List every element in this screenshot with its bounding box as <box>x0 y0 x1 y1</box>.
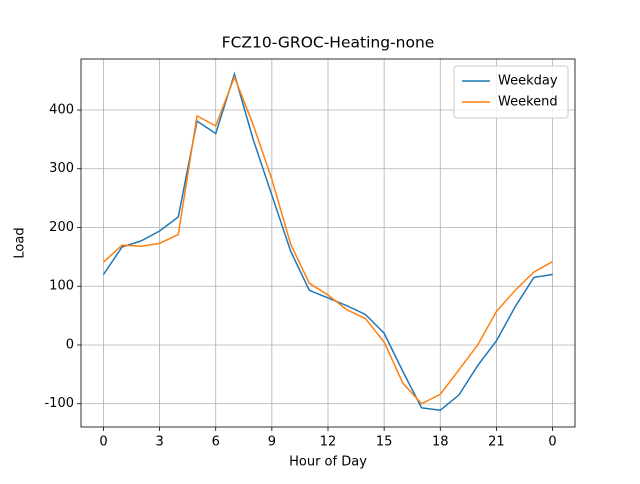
y-tick-label: 100 <box>49 279 74 294</box>
y-tick-label: 200 <box>49 220 74 235</box>
x-axis-label: Hour of Day <box>289 455 367 470</box>
series-line <box>102 75 553 405</box>
x-tick-label: 9 <box>268 435 276 450</box>
x-tick-label: 6 <box>212 435 220 450</box>
x-tick-label: 0 <box>548 435 556 450</box>
legend-label: Weekend <box>498 95 558 110</box>
chart-title: FCZ10-GROC-Heating-none <box>222 34 435 52</box>
x-tick-label: 21 <box>488 435 505 450</box>
legend-box <box>453 65 569 119</box>
x-tick-label: 3 <box>155 435 163 450</box>
y-tick-label: 0 <box>66 337 74 352</box>
plot-frame <box>80 58 576 428</box>
y-tick-label: 300 <box>49 161 74 176</box>
legend-label: Weekday <box>498 74 558 89</box>
y-axis-label: Load <box>13 227 28 258</box>
x-tick-label: 12 <box>320 435 337 450</box>
x-tick-label: 0 <box>99 435 107 450</box>
x-tick-label: 15 <box>376 435 393 450</box>
y-tick-label: -100 <box>44 396 74 411</box>
y-tick-label: 400 <box>49 102 74 117</box>
x-tick-label: 18 <box>432 435 449 450</box>
series-line <box>102 71 553 411</box>
